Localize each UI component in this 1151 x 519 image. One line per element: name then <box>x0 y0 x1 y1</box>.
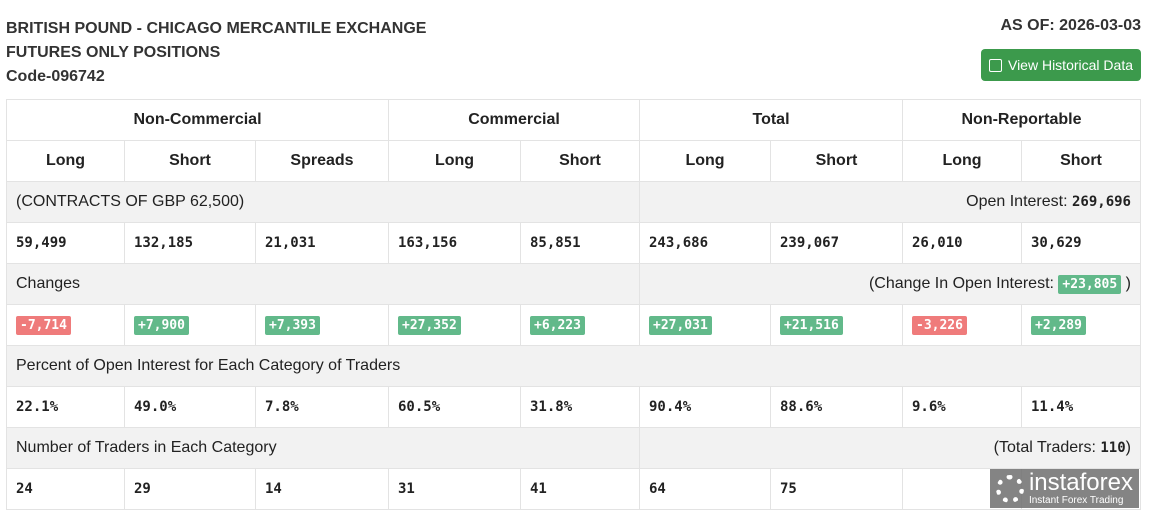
traders-value: 64 <box>639 468 771 510</box>
total-traders: (Total Traders: 110) <box>639 427 1141 469</box>
report-code: Code-096742 <box>6 68 105 85</box>
as-of-date: AS OF: 2026-03-03 <box>1000 17 1141 34</box>
change-cell: +7,393 <box>255 304 389 346</box>
traders-value: 29 <box>124 468 256 510</box>
traders-label: Number of Traders in Each Category <box>6 427 640 469</box>
change-badge: +21,516 <box>780 315 843 335</box>
title-line-1: BRITISH POUND - CHICAGO MERCANTILE EXCHA… <box>6 20 427 37</box>
change-open-interest: (Change In Open Interest: +23,805 ) <box>639 263 1141 305</box>
traders-value: 41 <box>520 468 640 510</box>
percent-value: 90.4% <box>639 386 771 428</box>
gear-logo-icon <box>995 474 1024 503</box>
calendar-plus-icon <box>988 58 1002 72</box>
change-badge: +7,900 <box>134 315 189 335</box>
position-value: 85,851 <box>520 222 640 264</box>
column-header: Short <box>770 140 903 182</box>
group-non-commercial: Non-Commercial <box>6 99 389 141</box>
contracts-label: (CONTRACTS OF GBP 62,500) <box>6 181 640 223</box>
position-value: 59,499 <box>6 222 125 264</box>
percent-value: 7.8% <box>255 386 389 428</box>
percent-value: 9.6% <box>902 386 1022 428</box>
percent-value: 49.0% <box>124 386 256 428</box>
position-value: 163,156 <box>388 222 521 264</box>
traders-value: 24 <box>6 468 125 510</box>
change-badge: +27,031 <box>649 315 712 335</box>
percent-value: 11.4% <box>1021 386 1141 428</box>
title-line-2: FUTURES ONLY POSITIONS <box>6 44 221 61</box>
column-header: Long <box>639 140 771 182</box>
position-value: 26,010 <box>902 222 1022 264</box>
change-cell: +27,352 <box>388 304 521 346</box>
change-badge: +27,352 <box>398 315 461 335</box>
change-cell: +27,031 <box>639 304 771 346</box>
percent-row: 22.1% 49.0% 7.8% 60.5% 31.8% 90.4% 88.6% 9.6% 11… <box>6 386 1141 428</box>
change-badge: -3,226 <box>912 315 967 335</box>
position-value: 21,031 <box>255 222 389 264</box>
instaforex-watermark: instaforex Instant Forex Trading <box>989 469 1139 508</box>
group-total: Total <box>639 99 903 141</box>
group-non-reportable: Non-Reportable <box>902 99 1141 141</box>
changes-label-row: Changes (Change In Open Interest: +23,80… <box>6 263 1141 305</box>
percent-value: 60.5% <box>388 386 521 428</box>
column-header: Spreads <box>255 140 389 182</box>
change-cell: +7,900 <box>124 304 256 346</box>
column-header: Long <box>6 140 125 182</box>
positions-row: 59,499 132,185 21,031 163,156 85,851 243,686 2… <box>6 222 1141 264</box>
column-header: Long <box>902 140 1022 182</box>
change-cell: +6,223 <box>520 304 640 346</box>
percent-value: 31.8% <box>520 386 640 428</box>
percent-value: 22.1% <box>6 386 125 428</box>
position-value: 132,185 <box>124 222 256 264</box>
traders-value: 14 <box>255 468 389 510</box>
change-cell: -3,226 <box>902 304 1022 346</box>
traders-value: 31 <box>388 468 521 510</box>
watermark-tagline: Instant Forex Trading <box>1028 495 1124 506</box>
column-header: Long <box>388 140 521 182</box>
change-badge: -7,714 <box>16 315 71 335</box>
percent-label: Percent of Open Interest for Each Catego… <box>6 345 1141 387</box>
column-header: Short <box>520 140 640 182</box>
position-value: 243,686 <box>639 222 771 264</box>
watermark-brand: instaforex <box>1028 469 1133 496</box>
column-header: Short <box>1021 140 1141 182</box>
column-header-row: Long Short Spreads Long Short Long Short Long Sh… <box>6 140 1141 182</box>
change-badge: +2,289 <box>1031 315 1086 335</box>
open-interest: Open Interest: 269,696 <box>639 181 1141 223</box>
changes-label: Changes <box>6 263 640 305</box>
position-value: 239,067 <box>770 222 903 264</box>
button-label: View Historical Data <box>1007 57 1133 73</box>
group-header-row: Non-Commercial Commercial Total Non-Repo… <box>6 99 1141 141</box>
cot-table: Non-Commercial Commercial Total Non-Repo… <box>6 99 1141 510</box>
contracts-row: (CONTRACTS OF GBP 62,500) Open Interest:… <box>6 181 1141 223</box>
change-cell: -7,714 <box>6 304 125 346</box>
change-badge: +6,223 <box>530 315 585 335</box>
changes-row: -7,714 +7,900 +7,393 +27,352 +6,223 +27,031 +2… <box>6 304 1141 346</box>
column-header: Short <box>124 140 256 182</box>
change-cell: +2,289 <box>1021 304 1141 346</box>
report-title: BRITISH POUND - CHICAGO MERCANTILE EXCHA… <box>6 17 426 89</box>
traders-value: 75 <box>770 468 903 510</box>
traders-row: 24 29 14 31 41 64 75 <box>6 468 1141 510</box>
percent-value: 88.6% <box>770 386 903 428</box>
traders-label-row: Number of Traders in Each Category (Tota… <box>6 427 1141 469</box>
view-historical-data-button[interactable]: View Historical Data <box>980 49 1141 81</box>
percent-label-row: Percent of Open Interest for Each Catego… <box>6 345 1141 387</box>
group-commercial: Commercial <box>388 99 640 141</box>
position-value: 30,629 <box>1021 222 1141 264</box>
change-badge: +7,393 <box>265 315 320 335</box>
change-cell: +21,516 <box>770 304 903 346</box>
